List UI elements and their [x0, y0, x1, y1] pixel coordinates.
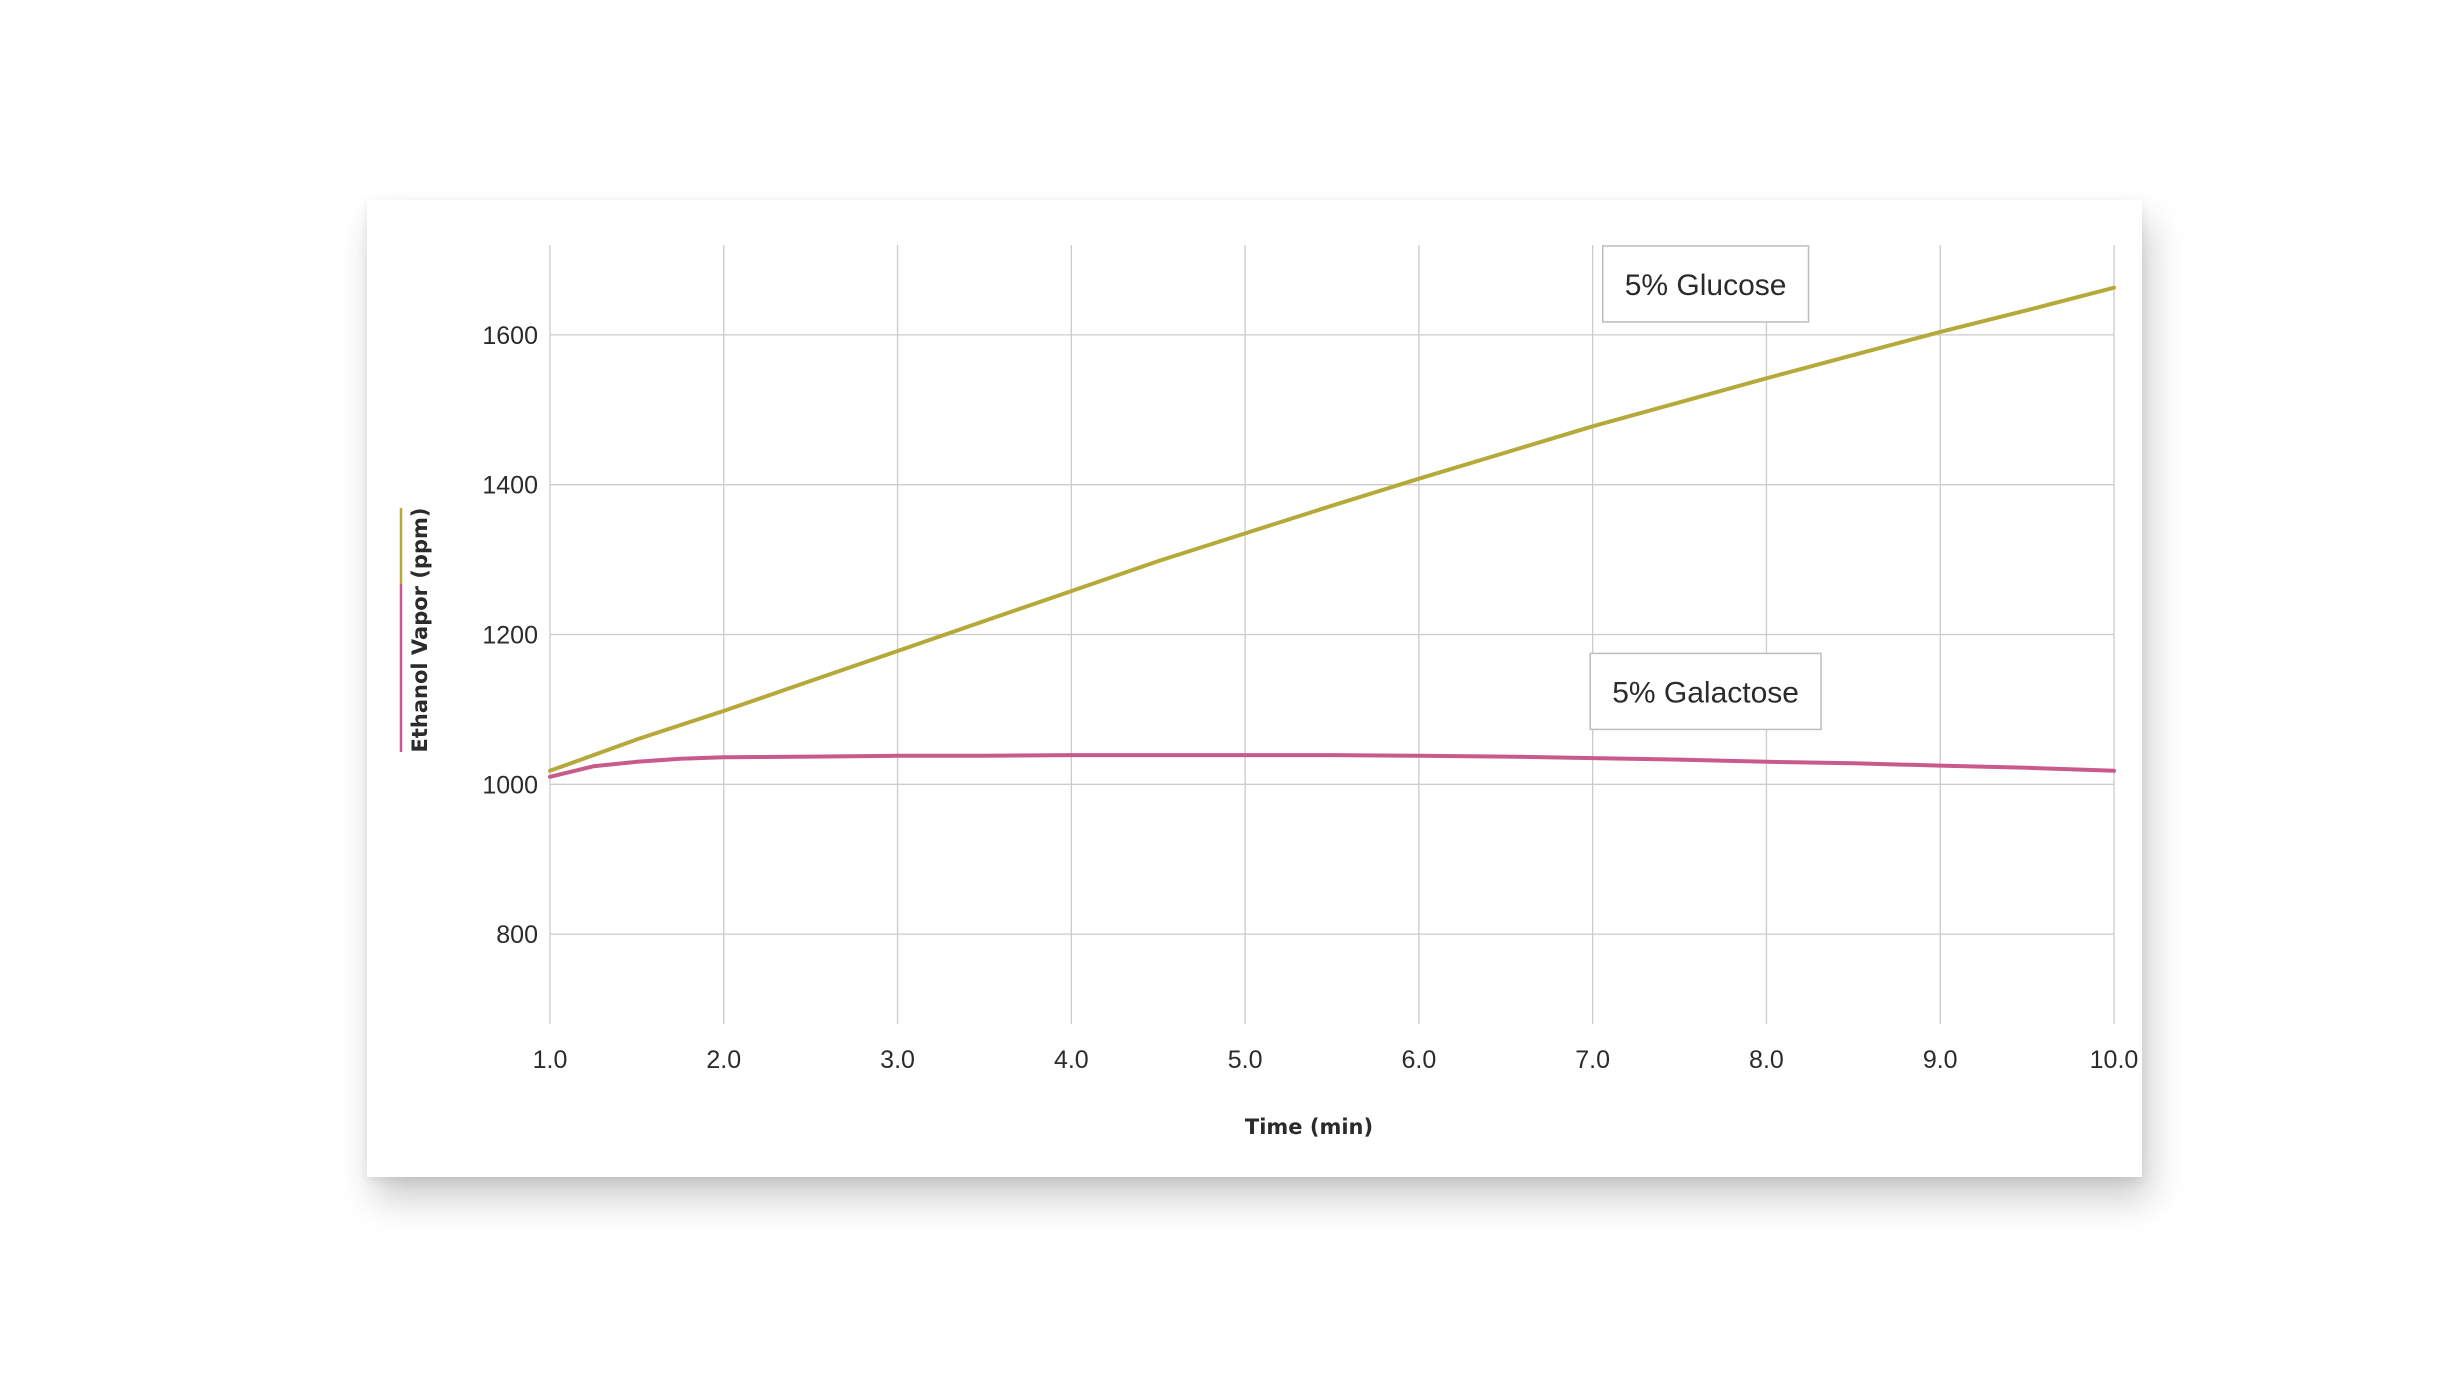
annotation-frame — [1589, 652, 1822, 731]
grid — [549, 245, 2115, 1024]
line-chart: 1.0 2.0 3.0 4.0 5.0 6.0 7.0 8.0 9.0 10.0 800 1000 12… — [399, 245, 2138, 1139]
y-tick-label: 1600 — [482, 322, 538, 350]
series-line-galactose — [548, 753, 2116, 779]
annotation-label: 5% Glucose — [1625, 269, 1787, 302]
series-line-glucose — [548, 285, 2116, 773]
y-axis-title: Ethanol Vapor (ppm) — [408, 508, 432, 753]
y-tick-label: 1000 — [482, 771, 538, 799]
annotation-box-glucose: 5% Glucose — [1601, 245, 1810, 323]
y-tick-label: 800 — [496, 921, 538, 949]
annotation-box-galactose: 5% Galactose — [1589, 652, 1822, 731]
x-tick-label: 5.0 — [1228, 1046, 1263, 1074]
y-axis-title-group: Ethanol Vapor (ppm) — [399, 508, 432, 753]
x-tick-label: 2.0 — [706, 1046, 741, 1074]
x-tick-label: 7.0 — [1575, 1046, 1610, 1074]
x-tick-label: 3.0 — [880, 1046, 915, 1074]
y-tick-label: 1400 — [482, 472, 538, 500]
x-axis-title: Time (min) — [1245, 1115, 1373, 1139]
x-tick-label: 4.0 — [1054, 1046, 1089, 1074]
annotation-label: 5% Galactose — [1612, 676, 1799, 709]
y-tick-label: 1200 — [482, 622, 538, 650]
annotations: 5% Glucose 5% Galactose — [1589, 245, 1822, 731]
x-tick-label: 10.0 — [2090, 1046, 2139, 1074]
x-tick-label: 6.0 — [1402, 1046, 1437, 1074]
x-tick-label: 9.0 — [1923, 1046, 1958, 1074]
chart-card: 1.0 2.0 3.0 4.0 5.0 6.0 7.0 8.0 9.0 10.0 800 1000 12… — [367, 200, 2142, 1177]
annotation-frame — [1601, 245, 1810, 323]
x-tick-label: 1.0 — [533, 1046, 568, 1074]
series-layer — [548, 285, 2116, 779]
x-tick-label: 8.0 — [1749, 1046, 1784, 1074]
tick-labels: 1.0 2.0 3.0 4.0 5.0 6.0 7.0 8.0 9.0 10.0 800 1000 12… — [482, 322, 2138, 1074]
